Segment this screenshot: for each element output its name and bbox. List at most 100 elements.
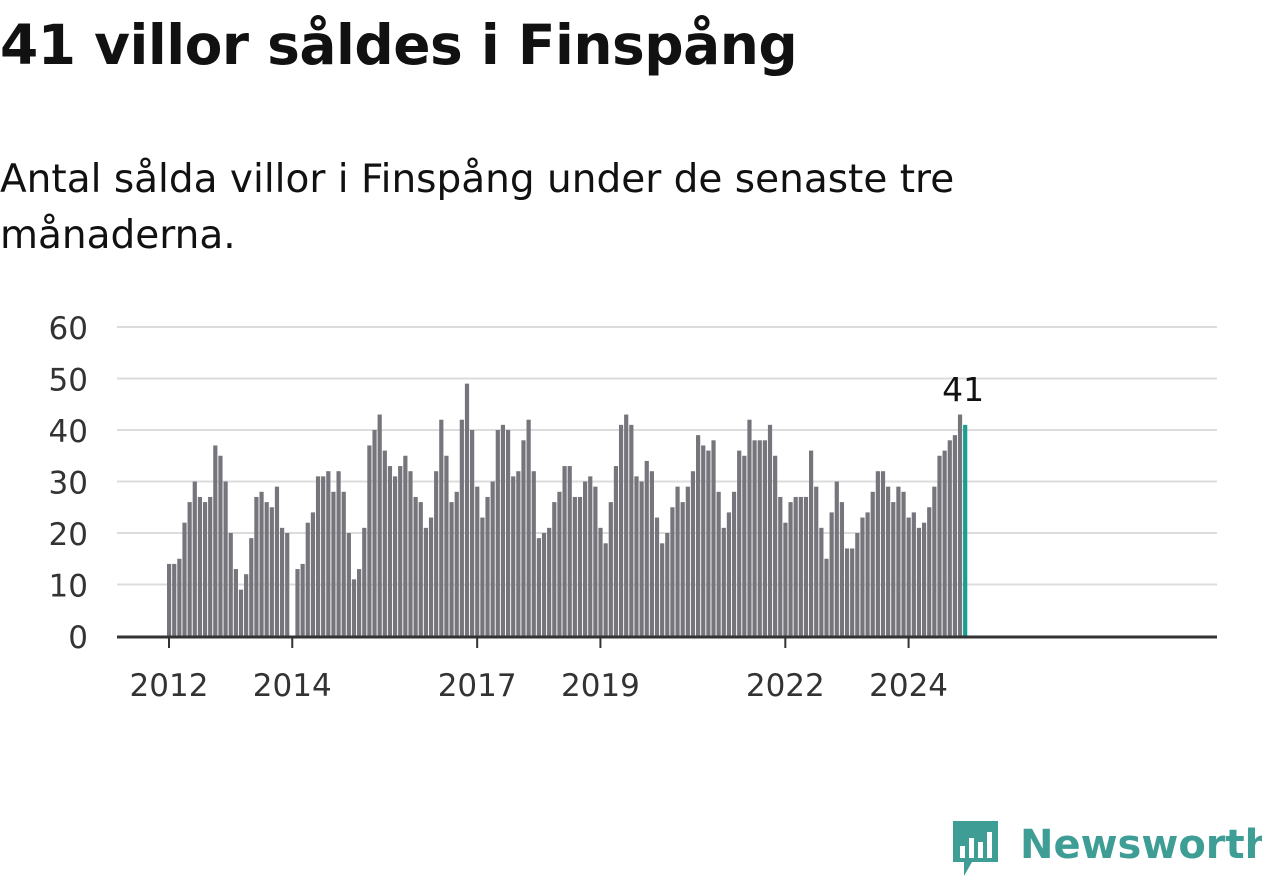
bar [341, 491, 346, 636]
bar [326, 471, 331, 636]
bar [480, 517, 485, 636]
bar [202, 502, 208, 636]
bar [285, 533, 290, 636]
bar [213, 445, 218, 636]
bar [192, 481, 197, 636]
bar [249, 538, 254, 636]
bar [896, 486, 901, 636]
bar [454, 491, 459, 636]
bar [937, 455, 942, 636]
bar [357, 569, 362, 636]
bar [721, 527, 726, 636]
bar [865, 512, 870, 636]
bar [814, 486, 819, 636]
bar [911, 512, 916, 636]
bar [634, 476, 639, 636]
bar [588, 476, 593, 636]
bar [680, 502, 685, 636]
bar [197, 496, 203, 636]
x-tick-label: 2019 [561, 668, 640, 704]
bar [428, 517, 434, 636]
bar [603, 543, 608, 636]
bar [855, 533, 860, 636]
bar [516, 471, 521, 636]
bar [665, 533, 670, 636]
bar [557, 491, 562, 636]
bar [844, 548, 850, 636]
bar [269, 507, 274, 636]
bar [762, 440, 767, 636]
bar [696, 435, 701, 636]
bar [495, 430, 500, 636]
bar [536, 538, 541, 636]
bar [423, 527, 428, 636]
bar [351, 579, 357, 636]
bar [880, 471, 886, 636]
bar [531, 471, 536, 636]
bar [829, 512, 834, 636]
bar [485, 496, 490, 636]
bar [752, 440, 757, 636]
bar [639, 481, 644, 636]
bar [644, 460, 649, 636]
bar [788, 502, 793, 636]
bar [362, 527, 367, 636]
bar [649, 471, 654, 636]
bar [819, 527, 824, 636]
bar [731, 491, 737, 636]
bar [521, 440, 526, 636]
bar [957, 414, 963, 636]
bar [675, 486, 680, 636]
bar [259, 491, 264, 636]
bar [834, 481, 839, 636]
bar [706, 450, 711, 636]
bar [464, 383, 470, 636]
bar [228, 533, 233, 636]
bar [434, 471, 439, 636]
bar [418, 502, 423, 636]
latest-value-label: 41 [942, 370, 984, 409]
bar [670, 507, 675, 636]
bar [331, 491, 336, 636]
bar [552, 502, 557, 636]
bar [598, 527, 603, 636]
bar [470, 430, 475, 636]
bar [716, 491, 721, 636]
x-tick-label: 2017 [438, 668, 517, 704]
bar [321, 476, 326, 636]
bar [475, 486, 480, 636]
bar [901, 491, 906, 636]
bar [875, 471, 880, 636]
bar [916, 527, 922, 636]
bar [690, 471, 696, 636]
x-axis: 2012 2014 2017 2019 2022 2024 [117, 635, 1217, 704]
bar [701, 445, 706, 636]
y-tick-label: 0 [68, 620, 88, 656]
bar [187, 502, 192, 636]
bar [208, 496, 213, 636]
bar [244, 574, 249, 636]
bar [629, 424, 634, 636]
bars [167, 383, 968, 636]
bar [803, 496, 809, 636]
bar [279, 527, 285, 636]
bar [870, 491, 875, 636]
bar [798, 496, 803, 636]
y-tick-label: 60 [49, 311, 88, 347]
bar [747, 419, 752, 636]
bar [264, 502, 269, 636]
bar [932, 486, 937, 636]
bar [921, 522, 927, 636]
bar [238, 589, 244, 636]
x-tick-label: 2024 [869, 668, 948, 704]
bar [233, 569, 238, 636]
bar [654, 517, 660, 636]
bar [577, 496, 583, 636]
bar [757, 440, 762, 636]
y-tick-label: 10 [49, 569, 88, 605]
bar [737, 450, 742, 636]
bar [392, 476, 398, 636]
bar [377, 414, 382, 636]
bar [300, 563, 305, 636]
bar [336, 471, 341, 636]
